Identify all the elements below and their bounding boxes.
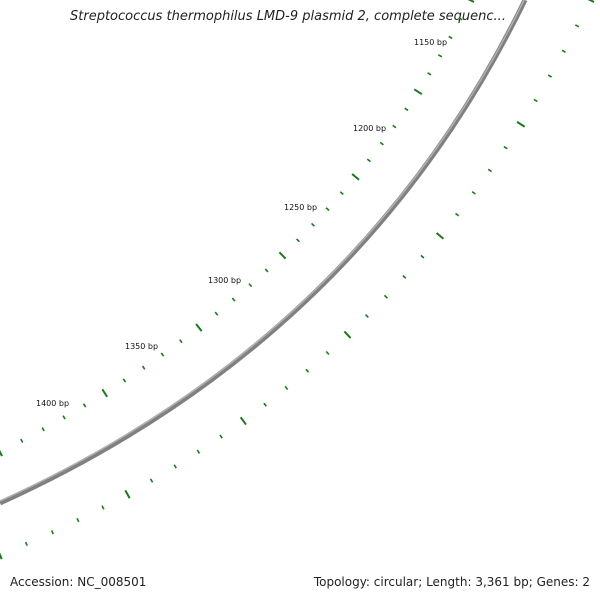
plasmid-backbone (0, 0, 528, 506)
outer-ring-major-tick (278, 251, 287, 260)
inner-tick-ring (0, 0, 595, 560)
tick-label-1400: 1400 bp (36, 399, 69, 408)
topology-summary: Topology: circular; Length: 3,361 bp; Ge… (313, 575, 590, 589)
outer-ring-major-tick (467, 0, 475, 3)
inner-ring-minor-tick (284, 385, 289, 391)
outer-ring-major-tick (351, 173, 360, 181)
outer-ring-major-tick (195, 323, 203, 332)
inner-ring-minor-tick (50, 530, 54, 535)
inner-ring-minor-tick (325, 350, 330, 356)
outer-ring-major-tick (0, 449, 3, 457)
outer-ring-minor-tick (41, 427, 45, 432)
outer-ring-minor-tick (248, 283, 253, 288)
outer-ring-minor-tick (20, 438, 24, 443)
inner-ring-minor-tick (24, 541, 28, 547)
outer-ring-minor-tick (427, 72, 432, 76)
inner-ring-minor-tick (149, 478, 154, 483)
inner-ring-major-tick (0, 552, 3, 560)
outer-ring-major-tick (101, 388, 108, 398)
inner-ring-minor-tick (76, 517, 80, 523)
outer-ring-minor-tick (404, 107, 409, 112)
inner-ring-minor-tick (547, 74, 553, 78)
outer-ring-minor-tick (295, 238, 300, 243)
inner-ring-minor-tick (574, 24, 580, 28)
inner-ring-minor-tick (487, 168, 492, 173)
inner-ring-minor-tick (305, 368, 310, 373)
outer-ring-minor-tick (448, 35, 453, 40)
inner-ring-minor-tick (561, 49, 566, 53)
outer-ring-minor-tick (325, 207, 330, 212)
inner-ring-minor-tick (533, 98, 538, 103)
outer-ring-minor-tick (179, 339, 183, 344)
outer-ring-minor-tick (214, 311, 219, 316)
map-title: Streptococcus thermophilus LMD-9 plasmid… (70, 9, 506, 24)
inner-ring-minor-tick (402, 275, 407, 279)
outer-ring-minor-tick (160, 352, 165, 357)
tick-label-1250: 1250 bp (284, 203, 317, 212)
tick-label-1300: 1300 bp (208, 276, 241, 285)
outer-ring-minor-tick (264, 268, 269, 273)
outer-ring-minor-tick (379, 141, 384, 146)
outer-ring-minor-tick (366, 158, 371, 163)
inner-ring-minor-tick (364, 314, 369, 318)
outer-ring-minor-tick (122, 378, 127, 383)
inner-ring-major-tick (587, 0, 595, 3)
inner-ring-minor-tick (196, 449, 201, 454)
outer-ring-minor-tick (392, 124, 397, 129)
outer-ring-minor-tick (458, 17, 463, 21)
inner-ring-minor-tick (173, 464, 177, 469)
outer-tick-ring (0, 0, 475, 457)
outer-ring-minor-tick (339, 191, 344, 196)
tick-label-1200: 1200 bp (353, 124, 386, 133)
inner-ring-minor-tick (219, 434, 223, 439)
inner-ring-minor-tick (263, 402, 267, 407)
outer-ring-major-tick (413, 88, 423, 96)
outer-ring-minor-tick (310, 222, 315, 227)
tick-label-1150: 1150 bp (414, 38, 447, 47)
outer-ring-minor-tick (231, 297, 236, 302)
inner-ring-minor-tick (455, 212, 460, 217)
inner-ring-minor-tick (383, 294, 388, 299)
inner-ring-major-tick (435, 232, 445, 240)
inner-ring-major-tick (343, 330, 352, 339)
inner-ring-minor-tick (503, 145, 508, 150)
outer-ring-minor-tick (141, 365, 146, 370)
accession-label: Accession: NC_008501 (10, 575, 147, 589)
outer-ring-minor-tick (62, 415, 66, 420)
tick-label-1350: 1350 bp (125, 342, 158, 351)
inner-ring-major-tick (239, 416, 247, 426)
inner-ring-major-tick (124, 489, 131, 499)
outer-ring-minor-tick (82, 403, 87, 408)
inner-ring-minor-tick (471, 190, 476, 195)
tick-label-group: 1150 bp 1200 bp 1250 bp 1300 bp 1350 bp 1400 … (36, 38, 447, 408)
outer-ring-minor-tick (437, 54, 443, 58)
inner-ring-major-tick (516, 121, 526, 128)
inner-ring-minor-tick (101, 505, 105, 510)
inner-ring-minor-tick (420, 254, 425, 259)
plasmid-backbone-highlight (0, 0, 525, 502)
